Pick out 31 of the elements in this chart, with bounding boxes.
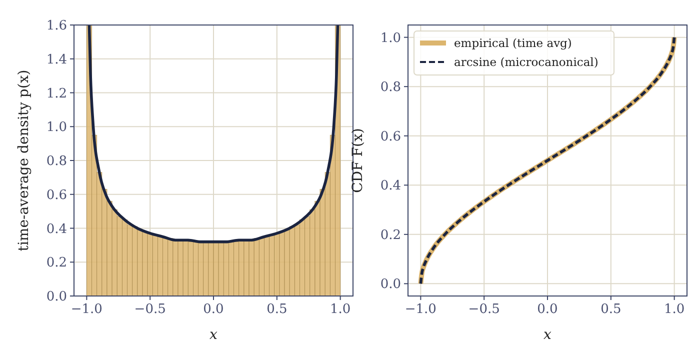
y-tick-label: 0.4 [380,178,401,194]
y-tick-label: 0.8 [380,80,401,96]
y-tick-label: 0.0 [380,277,401,292]
legend-label: empirical (time avg) [454,36,572,50]
x-tick-label: 0.0 [203,302,224,317]
x-tick-label: −1.0 [404,302,436,317]
y-tick-label: 0.2 [380,228,401,243]
x-tick-label: 0.0 [537,302,558,317]
y-tick-label: 1.0 [380,30,401,46]
x-tick-label: 0.5 [266,302,288,317]
x-axis-title: x [210,327,218,343]
y-axis-title: CDF F(x) [350,128,366,193]
x-tick-label: 1.0 [330,302,351,317]
y-tick-label: 0.0 [46,290,67,304]
y-tick-label: 1.6 [46,18,67,34]
x-tick-label: 0.5 [600,302,622,317]
x-tick-label: −0.5 [468,302,500,317]
y-tick-label: 0.4 [46,222,67,237]
x-tick-label: −1.0 [70,302,102,317]
legend-label: arcsine (microcanonical) [454,55,598,69]
y-tick-label: 1.4 [46,52,67,68]
x-tick-label: −0.5 [134,302,166,317]
y-tick-label: 0.8 [46,154,67,169]
x-tick-label: 1.0 [664,302,685,317]
y-tick-label: 0.6 [46,188,67,203]
y-tick-label: 1.2 [46,86,67,102]
x-axis-title: x [544,327,552,343]
y-tick-label: 1.0 [46,120,67,136]
y-tick-label: 0.6 [380,129,401,144]
y-tick-label: 0.2 [46,256,67,271]
y-axis-title: time-average density p(x) [16,70,32,252]
